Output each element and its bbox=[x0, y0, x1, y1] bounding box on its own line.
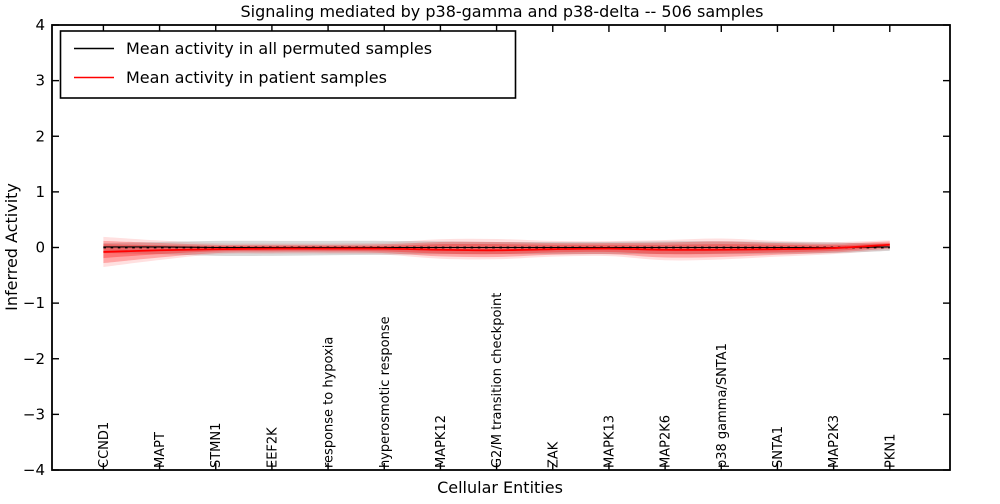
entity-label: EEF2K bbox=[265, 427, 280, 468]
entity-label: MAP2K6 bbox=[659, 415, 674, 468]
y-axis-label: Inferred Activity bbox=[2, 183, 21, 311]
entity-label: hyperosmotic response bbox=[378, 316, 393, 468]
entity-label: ZAK bbox=[546, 441, 561, 468]
entity-label: CCND1 bbox=[97, 422, 112, 468]
legend: Mean activity in all permuted samples Me… bbox=[59, 30, 517, 99]
y-tick-label: 1 bbox=[35, 183, 45, 201]
y-tick-label: 0 bbox=[35, 239, 45, 257]
chart-title: Signaling mediated by p38-gamma and p38-… bbox=[240, 2, 763, 21]
patient-band-outer bbox=[103, 240, 890, 264]
y-tick-label: 2 bbox=[35, 127, 45, 145]
entity-label: p38 gamma/SNTA1 bbox=[715, 343, 730, 468]
entity-label: MAP2K3 bbox=[827, 415, 842, 468]
x-axis-label: Cellular Entities bbox=[437, 478, 563, 497]
axis-ticks: −4 −3 −2 −1 0 1 2 3 4 CCND1 MAPT STMN1 EEF2K response… bbox=[23, 16, 950, 479]
legend-label-patient: Mean activity in patient samples bbox=[126, 68, 387, 87]
plot-area bbox=[103, 236, 890, 267]
entity-label: MAPT bbox=[153, 432, 168, 468]
permuted-band bbox=[103, 240, 890, 256]
entity-label: SNTA1 bbox=[771, 426, 786, 468]
entity-label: G2/M transition checkpoint bbox=[490, 293, 505, 468]
entity-label: MAPK12 bbox=[434, 415, 449, 468]
patient-band-halo bbox=[103, 236, 890, 267]
y-tick-label: −2 bbox=[23, 350, 45, 368]
y-tick-label: −3 bbox=[23, 405, 45, 423]
y-tick-label: −4 bbox=[23, 461, 45, 479]
entity-label: MAPK13 bbox=[602, 415, 617, 468]
y-tick-label: 4 bbox=[35, 16, 45, 34]
legend-box bbox=[59, 30, 517, 99]
patient-mean-line bbox=[103, 243, 890, 253]
permuted-mean-line bbox=[103, 246, 890, 249]
y-tick-label: −1 bbox=[23, 294, 45, 312]
legend-label-permuted: Mean activity in all permuted samples bbox=[126, 39, 432, 58]
entity-label: response to hypoxia bbox=[322, 337, 337, 468]
y-tick-label: 3 bbox=[35, 72, 45, 90]
entity-label: STMN1 bbox=[209, 423, 224, 468]
entity-label: PKN1 bbox=[883, 434, 898, 468]
